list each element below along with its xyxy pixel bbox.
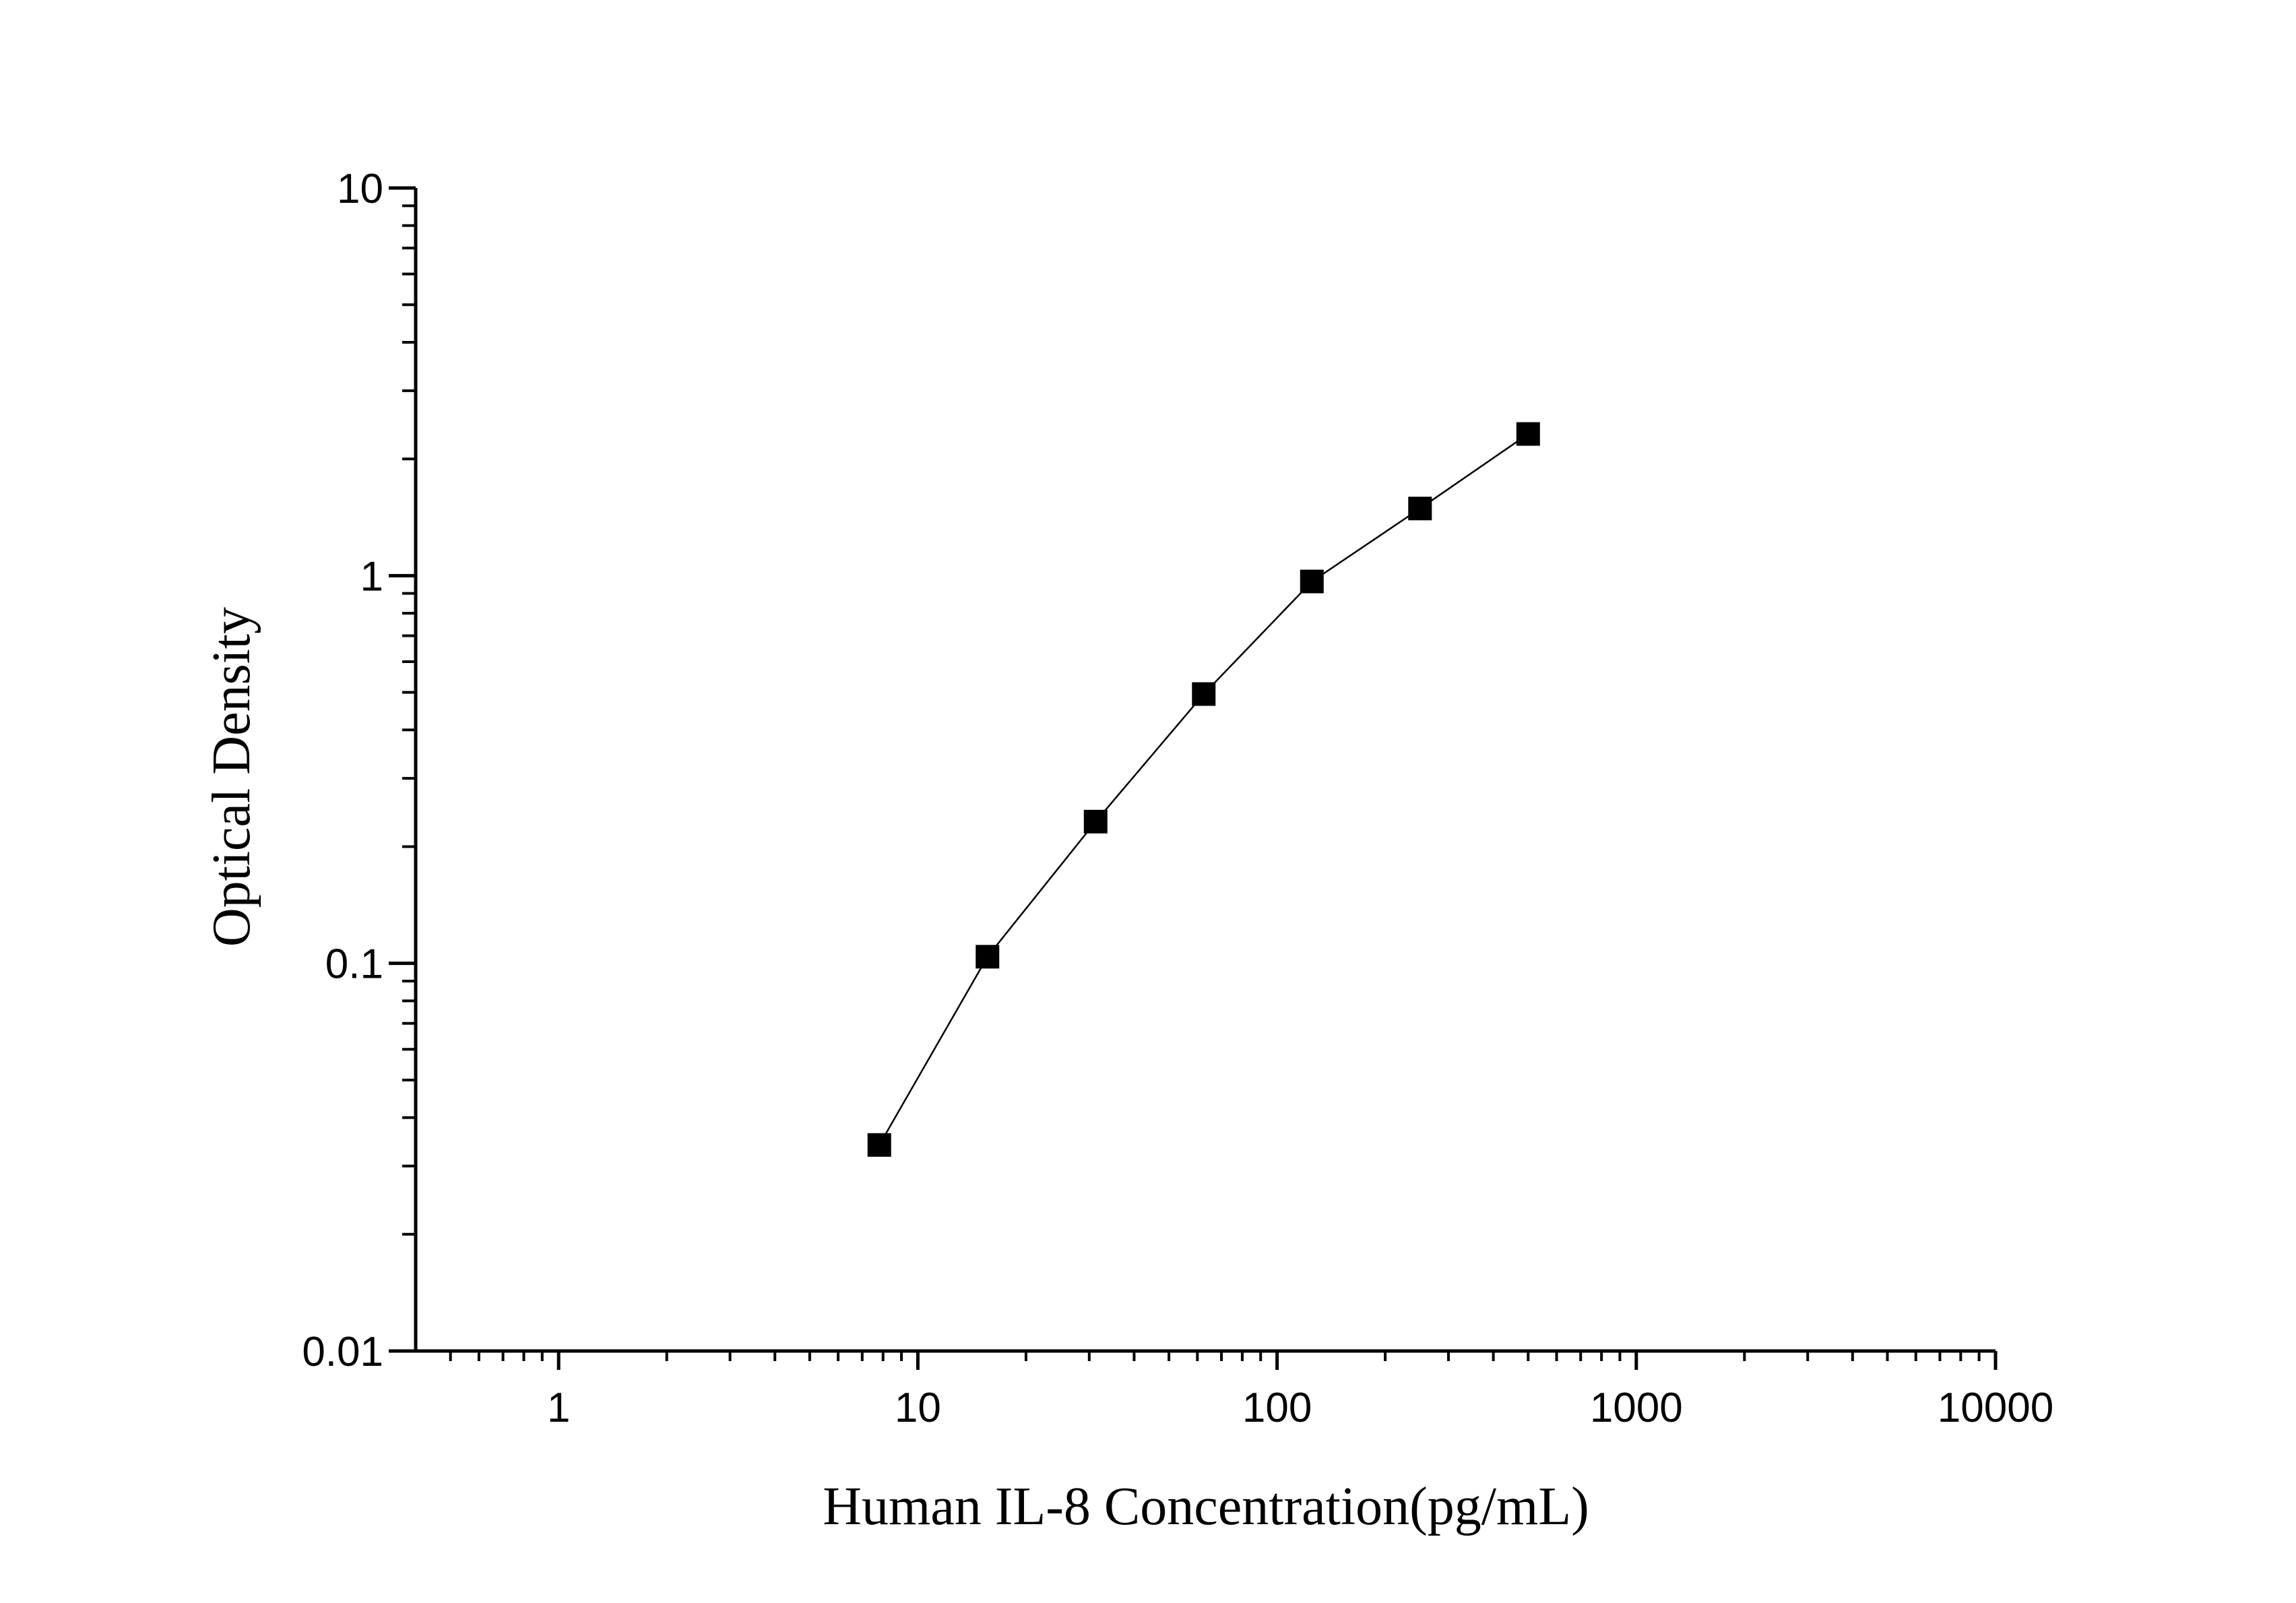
x-tick-label: 10	[895, 1385, 941, 1431]
data-point	[1192, 682, 1216, 706]
y-tick-label: 0.01	[302, 1329, 383, 1375]
data-point	[1083, 809, 1108, 834]
x-tick-label: 100	[1242, 1385, 1312, 1431]
x-tick-label: 10000	[1938, 1385, 2053, 1431]
data-point	[1516, 422, 1540, 446]
y-axis-title: Optical Density	[202, 607, 261, 947]
x-tick-label: 1	[547, 1385, 570, 1431]
data-point	[1408, 497, 1432, 521]
y-tick-label: 0.1	[325, 941, 383, 988]
data-point	[867, 1133, 891, 1157]
x-axis-title: Human IL-8 Concentration(pg/mL)	[823, 1477, 1589, 1536]
data-point	[976, 945, 1000, 969]
y-tick-label: 10	[337, 166, 383, 212]
data-point	[1300, 569, 1324, 594]
x-tick-label: 1000	[1590, 1385, 1683, 1431]
y-tick-label: 1	[360, 553, 383, 600]
